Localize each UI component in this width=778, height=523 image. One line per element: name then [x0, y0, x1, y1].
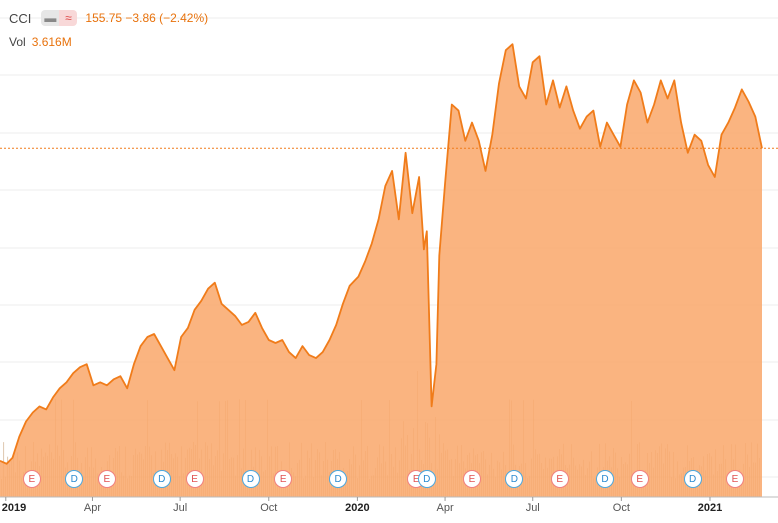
bars-style-icon[interactable]: ▬	[41, 10, 60, 26]
earnings-marker[interactable]: E	[550, 470, 569, 488]
earnings-marker[interactable]: E	[22, 470, 41, 488]
x-tick-label: Apr	[436, 502, 454, 514]
x-axis-ticks	[5, 497, 711, 501]
earnings-marker[interactable]: E	[463, 470, 481, 488]
chart-style-toggle[interactable]: ▬ ≈	[41, 10, 78, 26]
dividend-marker[interactable]: D	[65, 470, 84, 488]
volume-value: 3.616M	[31, 35, 72, 49]
x-tick-label: Jul	[525, 502, 540, 514]
dividend-marker[interactable]: D	[683, 470, 702, 488]
price-change-text: 155.75 −3.86 (−2.42%)	[85, 11, 209, 25]
symbol-label[interactable]: CCI	[9, 10, 32, 26]
volume-legend: Vol 3.616M	[9, 35, 72, 49]
earnings-marker[interactable]: E	[630, 470, 649, 488]
dividend-marker[interactable]: D	[505, 470, 524, 488]
x-tick-label: Apr	[83, 502, 102, 514]
volume-label: Vol	[9, 35, 26, 49]
dividend-marker[interactable]: D	[241, 470, 260, 488]
dividend-marker[interactable]: D	[329, 470, 348, 488]
earnings-marker[interactable]: E	[726, 470, 744, 488]
price-line	[0, 43, 763, 465]
dividend-marker[interactable]: D	[417, 470, 436, 488]
price-area	[0, 44, 762, 497]
earnings-marker[interactable]: E	[97, 470, 116, 488]
dividend-marker[interactable]: D	[152, 470, 171, 488]
x-tick-label: Oct	[260, 502, 278, 514]
x-tick-label: 2020	[345, 502, 370, 514]
earnings-marker[interactable]: E	[274, 470, 293, 488]
earnings-marker[interactable]: E	[185, 470, 204, 488]
chart-legend-header: CCI ▬ ≈ 155.75 −3.86 (−2.42%)	[9, 9, 208, 27]
x-tick-label: Oct	[612, 502, 630, 514]
compare-style-icon[interactable]: ≈	[59, 10, 78, 26]
x-tick-label: 2021	[697, 502, 723, 514]
dividend-marker[interactable]: D	[596, 470, 614, 488]
x-tick-label: 2019	[1, 502, 27, 514]
x-tick-label: Jul	[173, 502, 188, 514]
